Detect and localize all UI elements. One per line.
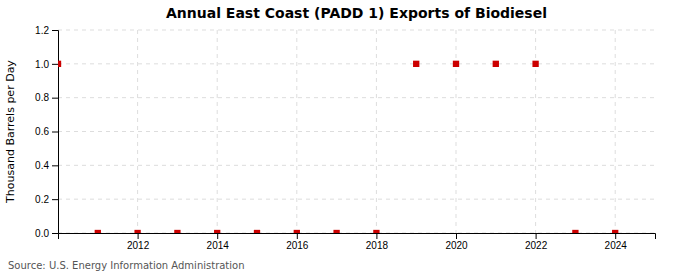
y-tick-label: 0.2 — [35, 194, 49, 205]
point — [214, 230, 220, 233]
y-tick-mark — [52, 132, 58, 133]
grid-line-x — [535, 30, 536, 233]
point — [174, 230, 180, 233]
x-tick-mark — [376, 233, 377, 239]
point — [373, 230, 379, 233]
y-tick: 0.0 — [35, 228, 58, 239]
grid-line-x — [137, 30, 138, 233]
x-tick: 2012 — [127, 233, 150, 251]
y-tick-label: 0.6 — [35, 126, 49, 137]
point — [612, 230, 618, 233]
x-tick-mark — [615, 233, 616, 239]
point — [254, 230, 260, 233]
point — [95, 230, 101, 233]
grid-line-x — [376, 30, 377, 233]
y-tick: 0.2 — [35, 194, 58, 205]
y-axis: 0.0 0.2 0.4 0.6 0.8 1.0 1.2 — [35, 25, 58, 239]
grid-line-y — [58, 30, 655, 31]
y-tick-label: 1.0 — [35, 59, 49, 70]
title: Annual East Coast (PADD 1) Exports of Bi… — [166, 5, 547, 21]
point — [294, 230, 300, 233]
x-axis: 2012 2014 2016 2018 2020 2022 2024 — [59, 233, 656, 251]
point — [493, 61, 499, 67]
grid-line-y — [58, 131, 655, 132]
x-tick-label: 2014 — [207, 240, 230, 251]
x-tick-label: 2018 — [366, 240, 389, 251]
x-tick-label: 2020 — [445, 240, 468, 251]
x-tick: 2022 — [525, 233, 548, 251]
points — [58, 61, 618, 233]
y-tick-label: 1.2 — [35, 25, 49, 36]
x-tick: 2014 — [207, 233, 230, 251]
grid — [58, 30, 655, 233]
plot: 2012 2014 2016 2018 2020 2022 2024 0.0 0.2 0.4 0.6… — [35, 25, 655, 251]
x-tick-mark — [536, 233, 537, 239]
y-tick-label: 0.4 — [35, 160, 49, 171]
grid-line-x — [615, 30, 616, 233]
y-tick-mark — [52, 199, 58, 200]
x-tick: 2024 — [605, 233, 628, 251]
y-tick: 0.8 — [35, 92, 58, 103]
point — [453, 61, 459, 67]
y-tick-label: 0.0 — [35, 228, 49, 239]
x-tick: 2020 — [445, 233, 468, 251]
grid-line-y — [58, 97, 655, 98]
y-tick: 1.0 — [35, 59, 58, 70]
x-tick-label: 2012 — [127, 240, 150, 251]
y-tick-mark — [52, 233, 58, 234]
y-tick-mark — [52, 64, 58, 65]
x-tick: 2016 — [286, 233, 309, 251]
x-tick: 2018 — [366, 233, 389, 251]
point — [134, 230, 140, 233]
grid-line-x — [296, 30, 297, 233]
y-tick: 1.2 — [35, 25, 58, 36]
y-tick: 0.4 — [35, 160, 58, 171]
x-tick-mark — [297, 233, 298, 239]
point — [413, 61, 419, 67]
grid-line-y — [58, 63, 655, 64]
y-tick: 0.6 — [35, 126, 58, 137]
x-tick-label: 2016 — [286, 240, 309, 251]
y-tick-mark — [52, 165, 58, 166]
x-tick-mark — [138, 233, 139, 239]
grid-line-x — [217, 30, 218, 233]
annotation: Source: U.S. Energy Information Administ… — [8, 260, 245, 271]
point — [333, 230, 339, 233]
y-axis-title: Thousand Barrels per Day — [4, 60, 17, 204]
point — [572, 230, 578, 233]
x-tick-label: 2024 — [605, 240, 628, 251]
y-tick-label: 0.8 — [35, 92, 49, 103]
x-axis-line — [59, 234, 656, 240]
x-tick-mark — [456, 233, 457, 239]
y-tick-mark — [52, 98, 58, 99]
x-tick-label: 2022 — [525, 240, 548, 251]
grid-line-y — [58, 199, 655, 200]
y-axis-line — [52, 31, 59, 234]
grid-line-y — [58, 165, 655, 166]
grid-line-x — [456, 30, 457, 233]
chart: 2012 2014 2016 2018 2020 2022 2024 0.0 0.2 0.4 0.6… — [0, 0, 675, 275]
point — [58, 61, 61, 67]
x-tick-mark — [217, 233, 218, 239]
point — [532, 61, 538, 67]
y-tick-mark — [52, 30, 58, 31]
